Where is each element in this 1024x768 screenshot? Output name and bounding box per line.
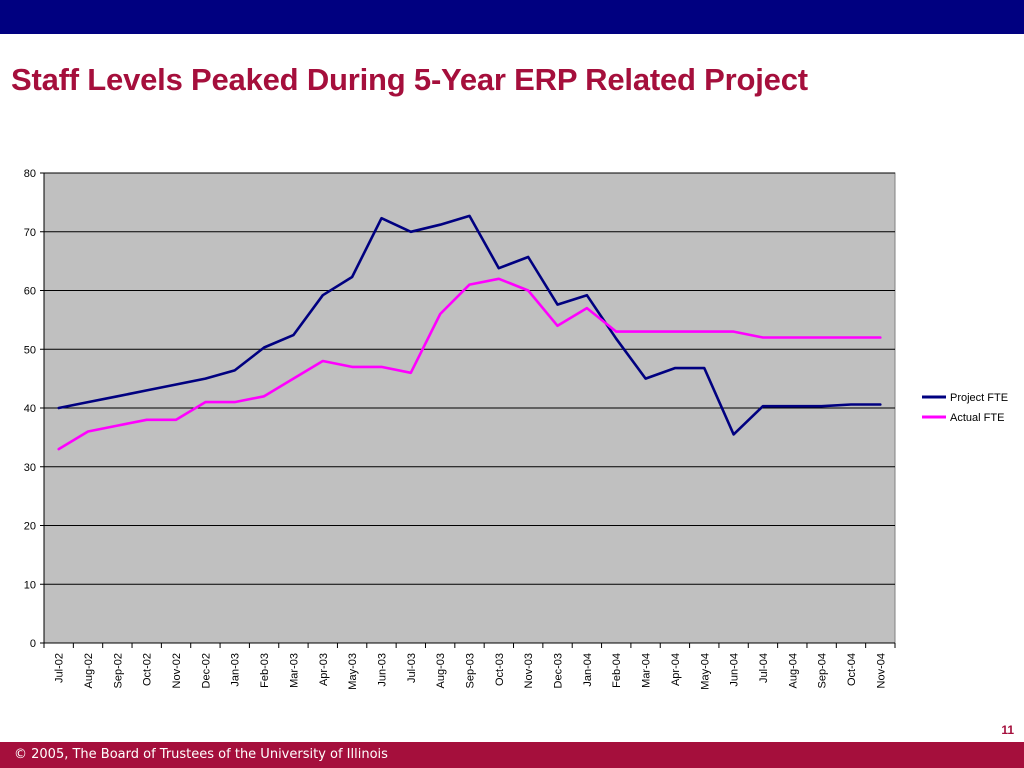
series-lines	[57, 214, 882, 451]
x-tick-label: Jun-04	[729, 653, 741, 687]
x-tick-label: Oct-04	[846, 653, 858, 686]
x-tick-label: Nov-03	[523, 653, 535, 688]
x-tick-label: Jul-02	[54, 653, 66, 683]
footer-bar: © 2005, The Board of Trustees of the Uni…	[0, 742, 1024, 768]
gridlines	[44, 172, 895, 585]
x-tick-label: Nov-02	[171, 653, 183, 688]
x-tick-label: Feb-04	[611, 653, 623, 688]
x-tick-label: Jun-03	[376, 653, 388, 687]
x-tick-label: May-04	[699, 653, 711, 690]
x-tick-label: Apr-03	[318, 653, 330, 686]
x-tick-label: May-03	[347, 653, 359, 690]
x-tick-label: Feb-03	[259, 653, 271, 688]
x-tick-label: Sep-02	[112, 653, 124, 688]
series-line-actual-fte	[57, 277, 882, 451]
x-tick-label: Apr-04	[670, 653, 682, 686]
x-tick-label: Aug-04	[787, 653, 799, 688]
page-number: 11	[1001, 723, 1014, 737]
y-tick-label: 20	[24, 521, 36, 533]
x-tick-label: Nov-04	[875, 653, 887, 688]
x-tick-label: Dec-02	[200, 653, 212, 688]
x-tick-label: Jul-04	[758, 653, 770, 683]
x-tick-label: Oct-02	[142, 653, 154, 686]
x-tick-label: Sep-03	[465, 653, 477, 688]
x-tick-label: Jul-03	[406, 653, 418, 683]
x-tick-label: Mar-03	[288, 653, 300, 688]
x-tick-label: Aug-02	[83, 653, 95, 688]
legend: Project FTE Actual FTE	[922, 392, 1008, 424]
y-tick-label: 30	[24, 462, 36, 474]
y-axis-ticks: 0 10 20 30 40 50 60 70 80	[24, 168, 44, 650]
x-tick-label: Oct-03	[494, 653, 506, 686]
line-chart: 0 10 20 30 40 50 60 70 80 Jul-02 Aug-02 Sep-02 Oct-…	[24, 168, 1008, 690]
y-tick-label: 50	[24, 344, 36, 356]
x-tick-label: Jan-03	[230, 653, 242, 687]
y-tick-label: 10	[24, 579, 36, 591]
y-tick-label: 70	[24, 227, 36, 239]
y-tick-label: 60	[24, 286, 36, 298]
x-tick-label: Mar-04	[641, 653, 653, 688]
x-tick-label: Jan-04	[582, 653, 594, 687]
x-axis-ticks: Jul-02 Aug-02 Sep-02 Oct-02 Nov-02 Dec-02 Jan-…	[43, 643, 896, 690]
x-tick-label: Sep-04	[817, 653, 829, 688]
legend-label: Actual FTE	[950, 412, 1004, 424]
x-tick-label: Aug-03	[435, 653, 447, 688]
y-tick-label: 40	[24, 403, 36, 415]
y-tick-label: 0	[30, 638, 36, 650]
legend-label: Project FTE	[950, 392, 1008, 404]
x-tick-label: Dec-03	[553, 653, 565, 688]
copyright-text: © 2005, The Board of Trustees of the Uni…	[14, 747, 388, 762]
series-line-project-fte	[57, 214, 882, 436]
top-banner	[0, 0, 1024, 34]
y-tick-label: 80	[24, 168, 36, 180]
slide-title: Staff Levels Peaked During 5-Year ERP Re…	[11, 62, 808, 97]
